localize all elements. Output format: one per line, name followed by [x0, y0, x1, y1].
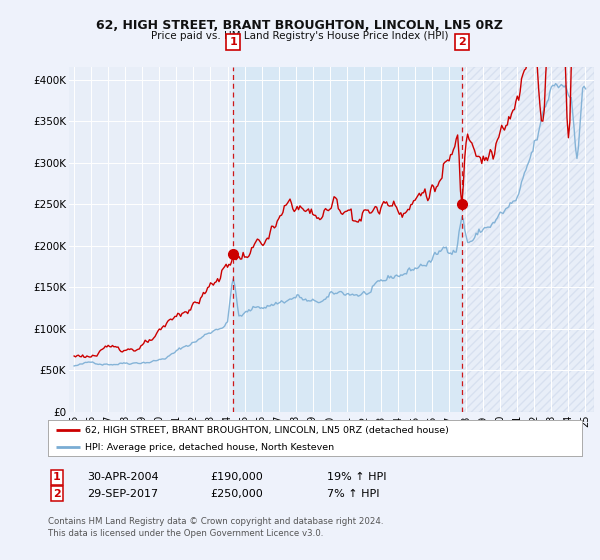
Text: Contains HM Land Registry data © Crown copyright and database right 2024.
This d: Contains HM Land Registry data © Crown c…	[48, 517, 383, 538]
Text: £250,000: £250,000	[210, 489, 263, 499]
Text: 30-APR-2004: 30-APR-2004	[87, 472, 158, 482]
Text: 19% ↑ HPI: 19% ↑ HPI	[327, 472, 386, 482]
Text: £190,000: £190,000	[210, 472, 263, 482]
Text: HPI: Average price, detached house, North Kesteven: HPI: Average price, detached house, Nort…	[85, 443, 335, 452]
Text: 62, HIGH STREET, BRANT BROUGHTON, LINCOLN, LN5 0RZ (detached house): 62, HIGH STREET, BRANT BROUGHTON, LINCOL…	[85, 426, 449, 435]
Bar	[462, 67, 594, 412]
Bar	[233, 67, 462, 412]
Text: 1: 1	[229, 37, 237, 47]
Text: 2: 2	[458, 37, 466, 47]
Text: Price paid vs. HM Land Registry's House Price Index (HPI): Price paid vs. HM Land Registry's House …	[151, 31, 449, 41]
Text: 29-SEP-2017: 29-SEP-2017	[87, 489, 158, 499]
Text: 62, HIGH STREET, BRANT BROUGHTON, LINCOLN, LN5 0RZ: 62, HIGH STREET, BRANT BROUGHTON, LINCOL…	[97, 18, 503, 32]
Text: 7% ↑ HPI: 7% ↑ HPI	[327, 489, 380, 499]
Text: 2: 2	[53, 489, 61, 499]
Text: 1: 1	[53, 472, 61, 482]
